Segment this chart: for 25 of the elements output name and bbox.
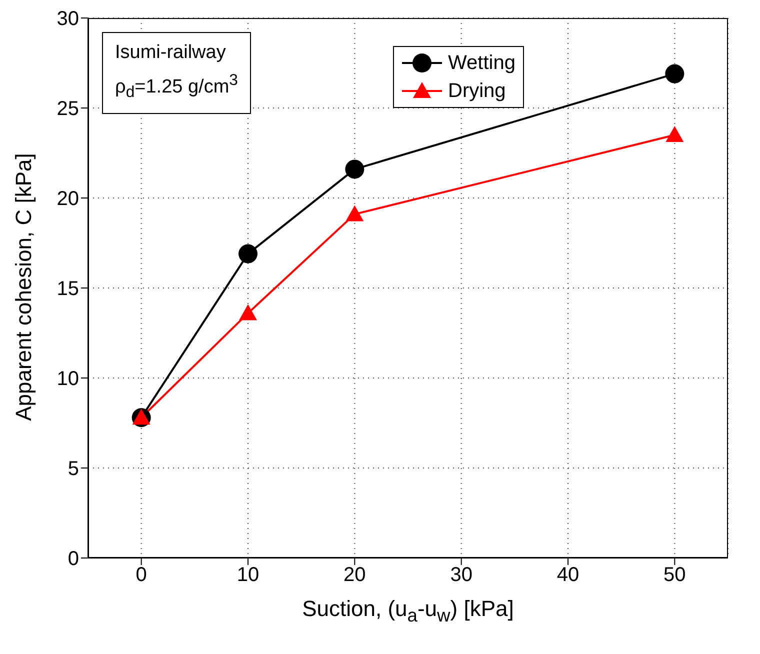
x-tick-label: 10 (236, 564, 260, 586)
x-tick-label: 20 (344, 564, 366, 586)
point (665, 64, 684, 84)
y-tick-label: 30 (56, 8, 79, 30)
y-axis-title: Apparent cohesion, C [kPa] (11, 152, 37, 423)
point (238, 244, 258, 264)
annotation: ρ$_{d}$=1.25 g/cm$^{3}$ (115, 71, 238, 104)
y-tick-label: 20 (56, 188, 79, 210)
x-tick-label: 30 (450, 564, 472, 586)
y-tick-label: 15 (56, 278, 79, 300)
point (345, 160, 364, 179)
x-tick-label: 0 (136, 564, 147, 586)
legend-label: Wetting (448, 51, 516, 76)
legend-label: Drying (448, 79, 506, 104)
point (346, 205, 364, 222)
y-tick-label: 5 (68, 458, 79, 480)
point (239, 304, 257, 320)
x-axis-title: Suction, (u$_{a}$-u$_{w}$) [kPa] (301, 596, 515, 626)
annotation: Isumi-railway (115, 41, 227, 65)
y-tick-label: 25 (56, 98, 79, 120)
y-tick-label: 10 (56, 368, 79, 390)
x-tick-label: 40 (556, 564, 580, 586)
point (666, 126, 684, 142)
y-tick-label: 0 (68, 548, 79, 570)
x-tick-label: 50 (664, 564, 686, 586)
